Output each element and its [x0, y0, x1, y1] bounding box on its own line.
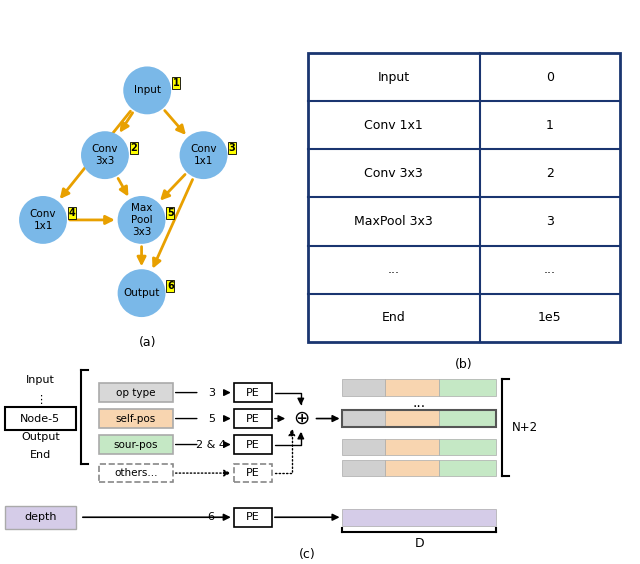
- Bar: [439, 379, 496, 396]
- Text: PE: PE: [246, 512, 260, 522]
- Text: Conv
1x1: Conv 1x1: [29, 209, 56, 231]
- Text: $\oplus$: $\oplus$: [292, 408, 309, 428]
- Text: D: D: [414, 537, 424, 550]
- FancyBboxPatch shape: [234, 383, 272, 402]
- Text: 2 & 4: 2 & 4: [196, 439, 226, 450]
- Text: Node-5: Node-5: [20, 413, 60, 424]
- Bar: [439, 410, 496, 427]
- Text: 3: 3: [208, 387, 214, 398]
- Text: Input: Input: [134, 85, 161, 95]
- FancyBboxPatch shape: [99, 435, 173, 454]
- Bar: [439, 460, 496, 476]
- Bar: [342, 460, 385, 476]
- Text: others...: others...: [115, 468, 157, 478]
- Circle shape: [118, 269, 166, 317]
- FancyBboxPatch shape: [99, 409, 173, 428]
- Text: Output: Output: [21, 431, 60, 442]
- Text: End: End: [29, 450, 51, 460]
- Text: MaxPool 3x3: MaxPool 3x3: [355, 215, 433, 228]
- FancyBboxPatch shape: [99, 383, 173, 402]
- Text: PE: PE: [246, 468, 260, 478]
- Circle shape: [19, 196, 67, 244]
- Text: 5: 5: [208, 413, 214, 424]
- Text: ...: ...: [388, 263, 400, 276]
- Text: 4: 4: [68, 208, 75, 218]
- Text: Output: Output: [124, 288, 160, 298]
- Bar: [342, 439, 385, 456]
- Text: Conv
1x1: Conv 1x1: [190, 144, 217, 166]
- Text: sour-pos: sour-pos: [114, 439, 158, 450]
- Text: PE: PE: [246, 413, 260, 424]
- Text: PE: PE: [246, 439, 260, 450]
- Text: op type: op type: [116, 387, 156, 398]
- Bar: [342, 379, 385, 396]
- Text: (c): (c): [299, 548, 316, 561]
- Text: PE: PE: [246, 387, 260, 398]
- Text: Conv 1x1: Conv 1x1: [364, 118, 423, 132]
- Circle shape: [124, 67, 171, 114]
- Circle shape: [118, 196, 166, 244]
- Bar: [385, 439, 439, 456]
- Text: 2: 2: [131, 143, 137, 153]
- Bar: [342, 410, 385, 427]
- Text: Conv 3x3: Conv 3x3: [364, 167, 423, 180]
- Bar: [385, 410, 439, 427]
- Text: 1: 1: [173, 78, 179, 88]
- FancyBboxPatch shape: [5, 506, 76, 528]
- Text: (b): (b): [455, 358, 473, 371]
- FancyBboxPatch shape: [234, 464, 272, 482]
- Text: depth: depth: [24, 512, 56, 522]
- Text: 3: 3: [229, 143, 236, 153]
- Text: N+2: N+2: [512, 421, 538, 434]
- FancyBboxPatch shape: [99, 464, 173, 482]
- Bar: [439, 439, 496, 456]
- Text: 2: 2: [546, 167, 554, 180]
- FancyBboxPatch shape: [234, 435, 272, 454]
- Text: 5: 5: [167, 208, 173, 218]
- Text: ...: ...: [544, 263, 556, 276]
- Text: 6: 6: [167, 281, 173, 291]
- Text: 1e5: 1e5: [538, 311, 562, 324]
- Circle shape: [81, 131, 129, 179]
- Text: Max
Pool
3x3: Max Pool 3x3: [131, 204, 152, 236]
- Text: 0: 0: [546, 70, 554, 83]
- Text: End: End: [382, 311, 406, 324]
- FancyBboxPatch shape: [5, 407, 76, 430]
- FancyBboxPatch shape: [234, 409, 272, 428]
- Text: Input: Input: [26, 374, 55, 385]
- Text: self-pos: self-pos: [116, 413, 156, 424]
- Text: 6: 6: [208, 512, 214, 522]
- Text: 1: 1: [546, 118, 554, 132]
- Bar: [385, 379, 439, 396]
- Text: Conv
3x3: Conv 3x3: [92, 144, 118, 166]
- Text: Input: Input: [378, 70, 410, 83]
- Bar: [385, 460, 439, 476]
- Text: ...: ...: [413, 396, 426, 410]
- Circle shape: [288, 408, 314, 429]
- Text: 3: 3: [546, 215, 554, 228]
- Circle shape: [180, 131, 227, 179]
- Text: (a): (a): [138, 337, 156, 350]
- Bar: [342, 509, 496, 526]
- FancyBboxPatch shape: [234, 508, 272, 527]
- Bar: [308, 53, 620, 342]
- Text: ⋮: ⋮: [35, 395, 46, 406]
- Bar: [342, 410, 496, 427]
